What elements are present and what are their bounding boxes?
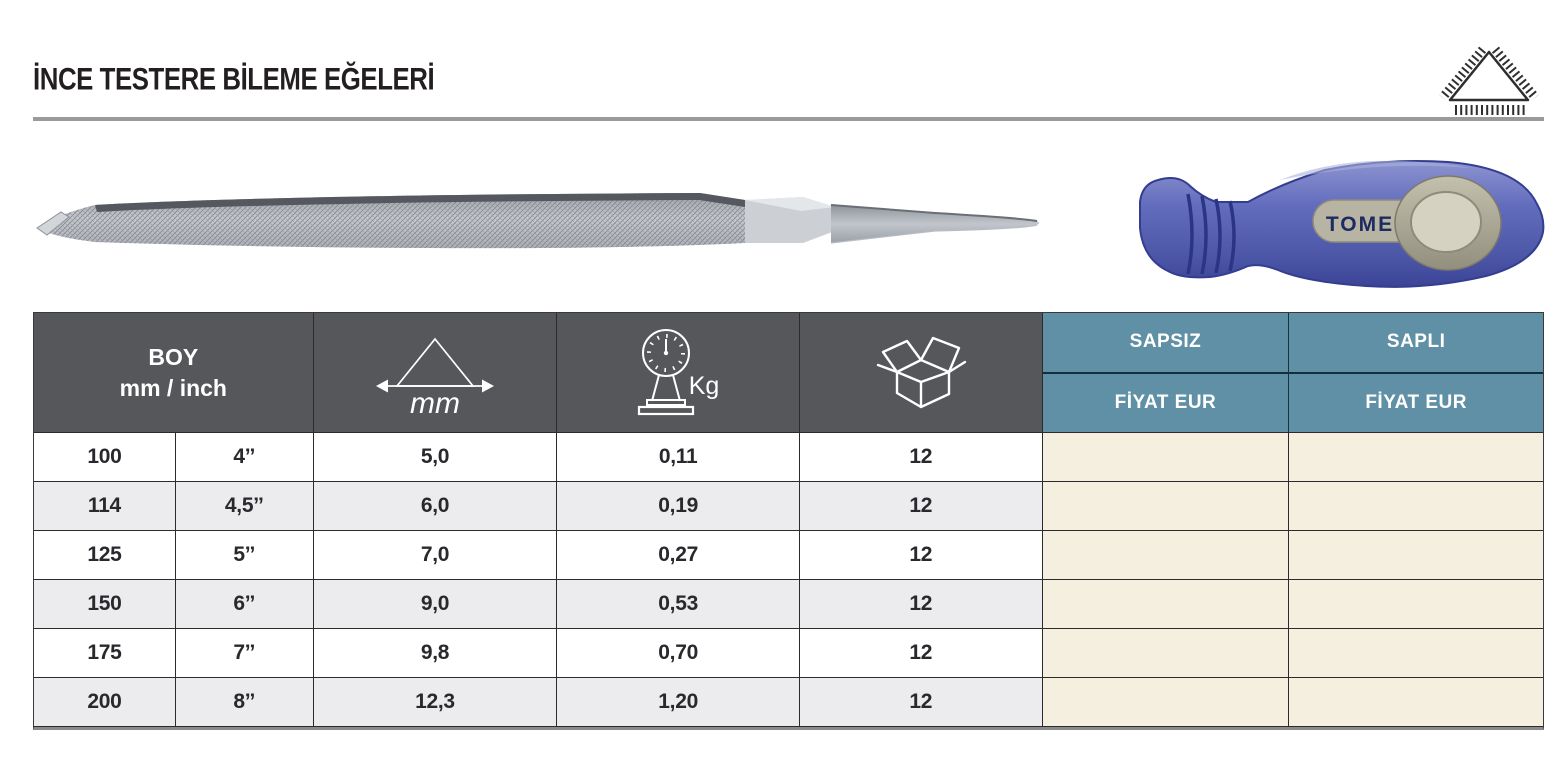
cell-weight-kg: 0,70 xyxy=(557,629,800,678)
col-header-width: mm xyxy=(313,313,558,433)
length-header-title: BOY xyxy=(148,344,199,371)
box-packaging-icon xyxy=(876,336,966,408)
cell-per-box: 12 xyxy=(799,580,1043,629)
handle-brand-label: TOME xyxy=(1326,213,1394,236)
cell-price-sapli xyxy=(1289,678,1543,727)
cell-per-box: 12 xyxy=(799,482,1043,531)
sapsiz-price-label: FİYAT EUR xyxy=(1114,391,1217,413)
sapsiz-label: SAPSIZ xyxy=(1042,313,1289,374)
cell-weight-kg: 0,27 xyxy=(557,531,800,580)
cell-price-sapli xyxy=(1289,531,1543,580)
cell-boy-inch: 4’’ xyxy=(175,433,314,482)
price-table: BOY mm / inch mm Kg xyxy=(33,312,1544,730)
col-header-sapsiz: SAPSIZ FİYAT EUR xyxy=(1042,313,1290,433)
file-product-photo xyxy=(36,193,1039,249)
cell-width-mm: 9,8 xyxy=(313,629,558,678)
cell-price-sapli xyxy=(1289,482,1543,531)
cell-width-mm: 12,3 xyxy=(313,678,558,727)
cell-width-mm: 7,0 xyxy=(313,531,558,580)
cell-boy-mm: 175 xyxy=(34,629,176,678)
cell-boy-inch: 8’’ xyxy=(175,678,314,727)
cell-price-sapli xyxy=(1289,433,1543,482)
cell-boy-inch: 4,5’’ xyxy=(175,482,314,531)
col-header-weight: Kg xyxy=(557,313,800,433)
col-header-packaging xyxy=(799,313,1043,433)
cell-per-box: 12 xyxy=(799,678,1043,727)
cell-boy-inch: 5’’ xyxy=(175,531,314,580)
cell-boy-mm: 125 xyxy=(34,531,176,580)
cell-width-mm: 6,0 xyxy=(313,482,558,531)
cell-boy-mm: 100 xyxy=(34,433,176,482)
cell-per-box: 12 xyxy=(799,531,1043,580)
cell-boy-mm: 150 xyxy=(34,580,176,629)
cell-weight-kg: 1,20 xyxy=(557,678,800,727)
col-header-sapli: SAPLI FİYAT EUR xyxy=(1289,313,1543,433)
cell-price-sapsiz xyxy=(1042,482,1290,531)
scale-weight-icon: Kg xyxy=(638,328,720,415)
cell-price-sapli xyxy=(1289,629,1543,678)
cell-width-mm: 5,0 xyxy=(313,433,558,482)
cell-price-sapsiz xyxy=(1042,629,1290,678)
cell-price-sapli xyxy=(1289,580,1543,629)
cell-price-sapsiz xyxy=(1042,580,1290,629)
cell-weight-kg: 0,19 xyxy=(557,482,800,531)
cell-boy-inch: 7’’ xyxy=(175,629,314,678)
cell-boy-mm: 200 xyxy=(34,678,176,727)
cell-per-box: 12 xyxy=(799,433,1043,482)
cell-boy-inch: 6’’ xyxy=(175,580,314,629)
weight-unit-label: Kg xyxy=(689,372,720,400)
cell-price-sapsiz xyxy=(1042,433,1290,482)
cell-weight-kg: 0,11 xyxy=(557,433,800,482)
cell-per-box: 12 xyxy=(799,629,1043,678)
cell-weight-kg: 0,53 xyxy=(557,580,800,629)
width-unit-label: mm xyxy=(410,387,460,417)
col-header-length: BOY mm / inch xyxy=(34,313,314,433)
cell-width-mm: 9,0 xyxy=(313,580,558,629)
triangle-width-icon: mm xyxy=(375,337,494,417)
title-divider xyxy=(33,117,1544,121)
length-header-subtitle: mm / inch xyxy=(119,374,227,401)
handle-product-photo: TOME xyxy=(1139,160,1545,288)
cell-price-sapsiz xyxy=(1042,531,1290,580)
sapli-label: SAPLI xyxy=(1289,313,1543,374)
cell-price-sapsiz xyxy=(1042,678,1290,727)
cell-boy-mm: 114 xyxy=(34,482,176,531)
triangular-file-logo-icon xyxy=(1439,46,1539,115)
page-title: İNCE TESTERE BİLEME EĞELERİ xyxy=(33,62,435,97)
sapli-price-label: FİYAT EUR xyxy=(1365,391,1467,413)
